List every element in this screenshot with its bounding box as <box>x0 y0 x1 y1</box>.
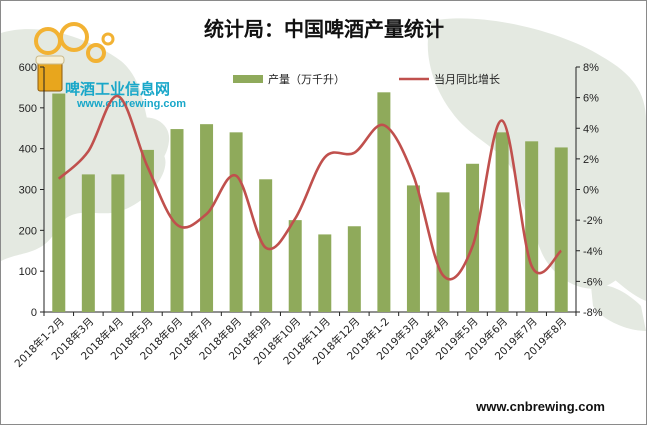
category-labels: 2018年1-2月2018年3月2018年4月2018年5月2018年6月201… <box>12 315 570 370</box>
bar <box>288 220 302 312</box>
y-left-tick-label: 500 <box>19 103 37 115</box>
line-series <box>57 94 563 281</box>
logo-bubble-small <box>86 43 106 63</box>
bar <box>525 141 539 312</box>
y-right-tick-label: 2% <box>583 154 599 166</box>
bar <box>495 132 509 312</box>
bar <box>140 149 154 312</box>
bar <box>52 93 66 313</box>
bar <box>200 124 214 313</box>
bar <box>377 92 391 312</box>
bar <box>554 147 568 312</box>
y-left-tick-label: 600 <box>19 62 37 74</box>
y-right-tick-label: 6% <box>583 93 599 105</box>
legend-line-label: 当月同比增长 <box>434 72 500 86</box>
bar <box>318 234 332 312</box>
y-left-tick-label: 0 <box>31 307 37 319</box>
bar <box>111 174 125 312</box>
y-right-tick-label: -4% <box>583 246 603 258</box>
y-left-tick-label: 100 <box>19 266 37 278</box>
logo-chinese-name: 啤酒工业信息网 <box>65 80 170 98</box>
y-right-tick-label: 4% <box>583 123 599 135</box>
y-left-tick-label: 400 <box>19 144 37 156</box>
y-right-tick-label: 8% <box>583 62 599 74</box>
axes: 0 100 200 300 400 500 600 -8% -6% -4% -2% 0% 2% 4% 6% 8… <box>19 62 603 319</box>
bar <box>347 226 361 312</box>
website-watermark: www.cnbrewing.com <box>475 399 605 414</box>
legend-bar-label: 产量（万千升） <box>268 72 345 86</box>
y-right-tick-label: -6% <box>583 276 603 288</box>
logo-bubble-tiny <box>101 32 115 46</box>
bar-series <box>52 92 568 313</box>
y-left-tick-label: 200 <box>19 225 37 237</box>
y-right-tick-label: -2% <box>583 215 603 227</box>
y-right-tick-label: -8% <box>583 307 603 319</box>
y-right-tick-label: 0% <box>583 185 599 197</box>
logo-bubble-medium <box>59 22 89 52</box>
bar <box>466 163 480 312</box>
beer-foam-icon <box>35 55 65 65</box>
legend-bar-swatch <box>233 75 263 83</box>
logo-english-url: www.cnbrewing.com <box>76 98 186 110</box>
bar <box>170 129 184 312</box>
bar <box>259 179 273 312</box>
bar <box>436 192 450 312</box>
chart-title: 统计局：中国啤酒产量统计 <box>204 17 444 41</box>
legend: 产量（万千升） 当月同比增长 <box>233 72 500 86</box>
bar <box>81 174 95 312</box>
map-island-south <box>534 192 634 289</box>
growth-line <box>57 94 563 281</box>
beer-glass-icon <box>37 60 63 92</box>
bar <box>406 185 420 312</box>
bar <box>229 132 243 312</box>
map-island-small <box>591 284 646 331</box>
y-left-tick-label: 300 <box>19 185 37 197</box>
